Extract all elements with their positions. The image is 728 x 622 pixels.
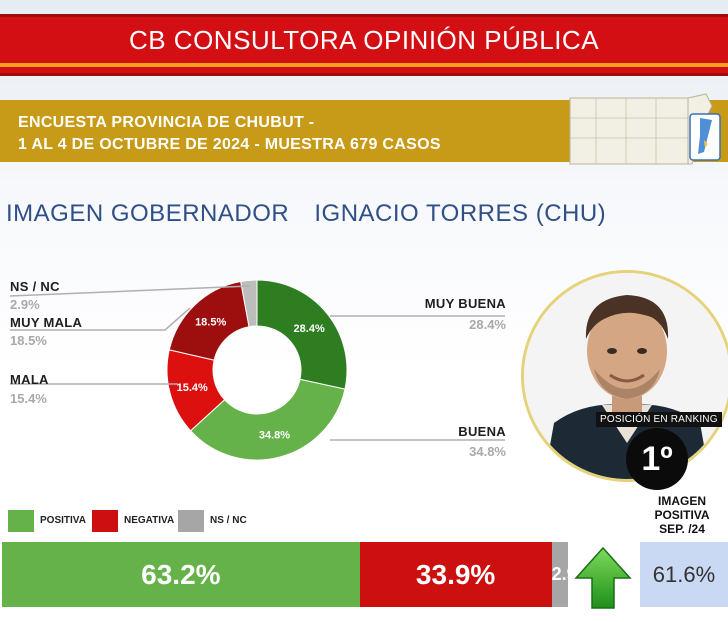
governor-photo: [521, 270, 728, 482]
previous-label-line-2: POSITIVA: [654, 508, 710, 522]
label-ns-nc-name: NS / NC: [10, 279, 60, 294]
header-stripe: [0, 63, 728, 67]
governor-portrait-icon: [524, 273, 728, 479]
legend-label-positiva: POSITIVA: [40, 515, 86, 526]
ranking-badge: 1º: [626, 428, 688, 490]
label-muy-buena-value: 28.4%: [469, 317, 506, 332]
header-title: CB CONSULTORA OPINIÓN PÚBLICA: [128, 25, 600, 55]
label-buena-name: BUENA: [458, 424, 506, 439]
legend-swatch-negativa: [92, 510, 118, 532]
donut-slice-buena: [189, 378, 346, 461]
previous-positive-value: 61.6%: [640, 542, 728, 607]
bar-segment-ns-nc: 2.9%: [551, 542, 568, 607]
bar-segment-positiva: 63.2%: [2, 542, 360, 607]
donut-slice-label-muy-buena: 28.4%: [294, 323, 325, 335]
bar-segment-negativa: 33.9%: [359, 542, 552, 607]
donut-slice-ns-nc: [240, 279, 258, 328]
label-buena-value: 34.8%: [469, 444, 506, 459]
donut-chart: 28.4% 34.8% 15.4% 18.5%: [9, 279, 505, 461]
header-banner: CB CONSULTORA OPINIÓN PÚBLICA: [0, 14, 728, 76]
survey-bar: ENCUESTA PROVINCIA DE CHUBUT - 1 AL 4 DE…: [0, 93, 728, 165]
donut-slice-muy-buena: [256, 279, 348, 390]
heading-subject: IMAGEN GOBERNADOR: [6, 200, 290, 227]
argentina-map-icon: [569, 93, 721, 165]
label-muy-buena-name: MUY BUENA: [424, 296, 506, 311]
label-ns-nc-value: 2.9%: [10, 297, 40, 312]
donut-slice-label-mala: 15.4%: [177, 382, 208, 394]
previous-label-line-1: IMAGEN: [658, 494, 706, 508]
ranking-label: POSICIÓN EN RANKING: [596, 412, 722, 427]
label-mala-value: 15.4%: [10, 391, 47, 406]
legend-label-negativa: NEGATIVA: [124, 515, 175, 526]
leader-line-ns-nc: [9, 285, 251, 297]
previous-label-line-3: SEP. /24: [659, 522, 705, 536]
label-muy-mala-name: MUY MALA: [10, 315, 83, 330]
survey-details: 1 AL 4 DE OCTUBRE DE 2024 - MUESTRA 679 …: [18, 136, 441, 153]
donut-slice-label-buena: 34.8%: [259, 430, 290, 442]
page-heading: IMAGEN GOBERNADOR IGNACIO TORRES (CHU): [6, 200, 624, 234]
survey-title: ENCUESTA PROVINCIA DE CHUBUT -: [18, 114, 315, 131]
legend-swatch-positiva: [8, 510, 34, 532]
donut-slice-label-muy-mala: 18.5%: [195, 317, 226, 329]
leader-line-muy-mala: [10, 307, 191, 331]
up-arrow-icon: [574, 546, 632, 609]
previous-positive-label: IMAGEN POSITIVA SEP. /24: [642, 494, 722, 536]
heading-name: IGNACIO TORRES (CHU): [314, 200, 607, 227]
label-muy-mala-value: 18.5%: [10, 333, 47, 348]
legend-label-ns-nc: NS / NC: [210, 515, 247, 526]
legend-swatch-ns-nc: [178, 510, 204, 532]
label-mala-name: MALA: [10, 372, 49, 387]
